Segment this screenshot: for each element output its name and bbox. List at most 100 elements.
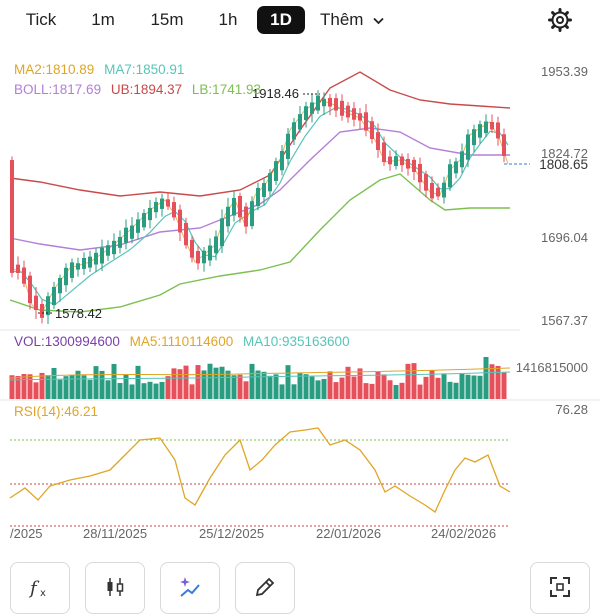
tab-1m[interactable]: 1m (91, 10, 115, 29)
volume-bar (279, 384, 285, 399)
volume-bar (471, 375, 477, 399)
price-axis-label: 1953.39 (541, 64, 588, 79)
candle-body (58, 277, 62, 294)
volume-bar (351, 376, 357, 399)
volume-bar (417, 384, 423, 399)
candle-body (484, 121, 488, 134)
volume-bar (21, 374, 27, 399)
date-label: 25/12/2025 (199, 526, 264, 541)
date-label: /2025 (10, 526, 43, 541)
volume-bar (399, 382, 405, 399)
volume-bar (339, 377, 345, 399)
volume-bar (39, 372, 45, 399)
volume-bar (261, 371, 267, 399)
fullscreen-icon (550, 577, 570, 597)
volume-bar (465, 374, 471, 399)
tab-1d[interactable]: 1D (257, 6, 305, 34)
candle-body (250, 201, 254, 227)
candle-body (376, 132, 380, 150)
tab-15m[interactable]: 15m (150, 10, 184, 29)
rsi-line (9, 427, 511, 513)
candle-body (82, 257, 86, 269)
gear-icon[interactable] (546, 6, 574, 34)
date-label: 28/11/2025 (83, 526, 147, 541)
candle-body (310, 102, 314, 114)
pencil-icon (255, 577, 275, 597)
draw-button[interactable] (235, 562, 295, 614)
volume-bar (117, 383, 123, 399)
candle-body (388, 156, 392, 165)
candle-body (412, 159, 416, 173)
candle-body (364, 112, 368, 131)
candle-body (244, 206, 248, 227)
volume-bar (387, 380, 393, 399)
ai-analysis-button[interactable] (160, 562, 220, 614)
candle-body (16, 264, 20, 273)
candle-body (478, 124, 482, 138)
low-price-annotation: 1578.42 (55, 306, 102, 321)
candle-body (322, 98, 326, 107)
candle-body (382, 142, 386, 163)
volume-bar (213, 367, 219, 399)
volume-bar (255, 370, 261, 399)
volume-bar (195, 365, 201, 399)
volume-bar (447, 381, 453, 399)
candle-body (106, 245, 110, 256)
volume-bar (405, 363, 411, 399)
volume-bar (243, 381, 249, 399)
candle-body (448, 164, 452, 188)
candle-body (28, 275, 32, 304)
candle-body (394, 156, 398, 166)
volume-legend: VOL:1300994600 MA5:1110114600 MA10:93516… (14, 334, 350, 349)
ma-legend: MA2:1810.89 MA7:1850.91 (14, 62, 184, 77)
volume-bar (183, 365, 189, 399)
volume-bar (273, 374, 279, 399)
candle-body (10, 160, 14, 273)
candle-body (358, 113, 362, 121)
volume-bar (225, 370, 231, 399)
candle-body (46, 296, 50, 316)
volume-bar (129, 384, 135, 399)
candle-body (160, 198, 164, 209)
tab-more[interactable]: Thêm (320, 6, 400, 34)
date-label: 22/01/2026 (316, 526, 381, 541)
timeframe-tabs: Tick 1m 15m 1h 1D Thêm (0, 0, 600, 40)
price-chart[interactable]: 1953.39 1824.72 1696.04 1567.37 1808.65 … (0, 40, 600, 550)
legend-rsi: RSI(14):46.21 (14, 404, 99, 419)
legend-ma2: MA2:1810.89 (14, 62, 95, 77)
candle-body (268, 173, 272, 192)
volume-bar (81, 375, 87, 399)
volume-bar (75, 370, 81, 399)
candle-body (490, 121, 494, 130)
volume-bar (147, 381, 153, 399)
legend-vol-ma10: MA10:935163600 (242, 334, 350, 349)
candle-body (430, 182, 434, 199)
chart-grid (0, 329, 600, 527)
volume-bar (375, 371, 381, 399)
volume-bar (207, 363, 213, 399)
legend-lb: LB:1741.93 (191, 82, 261, 97)
candle-body (118, 236, 122, 248)
candle-body (454, 161, 458, 174)
candle-body (148, 207, 152, 221)
volume-bar (363, 383, 369, 399)
candle-body (190, 239, 194, 258)
chart-type-button[interactable] (85, 562, 145, 614)
candle-body (340, 100, 344, 116)
rsi-legend: RSI(14):46.21 (14, 404, 98, 419)
candle-body (334, 98, 338, 111)
indicator-button[interactable]: f x (10, 562, 70, 614)
candle-body (196, 250, 200, 264)
price-axis-label: 1696.04 (541, 230, 588, 245)
candle-body (274, 161, 278, 181)
volume-ma5-line (9, 367, 511, 379)
fullscreen-button[interactable] (530, 562, 590, 614)
candle-body (100, 247, 104, 264)
volume-bar (57, 379, 63, 399)
tab-tick[interactable]: Tick (25, 10, 57, 29)
upper-band-line (9, 71, 511, 197)
rsi-line-path (9, 427, 511, 513)
candle-body (292, 122, 296, 140)
candle-body (418, 163, 422, 183)
tab-1h[interactable]: 1h (218, 10, 238, 29)
